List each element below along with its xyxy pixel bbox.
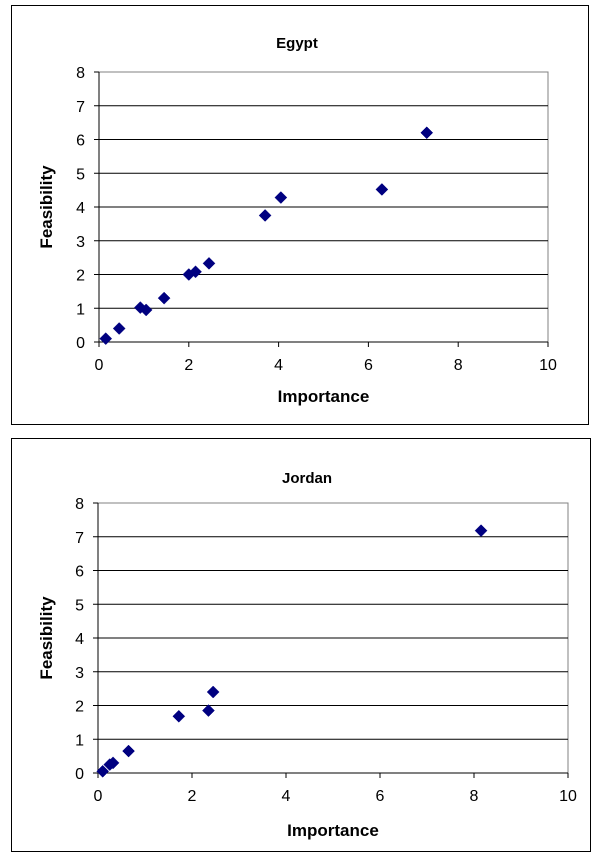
y-axis-label: Feasibility <box>37 165 56 249</box>
data-point <box>157 291 171 305</box>
chart-title: Egypt <box>276 35 318 52</box>
x-axis-label: Importance <box>287 821 379 840</box>
y-tick-label: 6 <box>76 133 85 150</box>
chart-title: Jordan <box>282 470 332 487</box>
y-tick-label: 5 <box>76 166 85 183</box>
x-tick-label: 10 <box>539 357 557 374</box>
y-tick-label: 7 <box>76 99 85 116</box>
y-tick-label: 4 <box>76 200 85 217</box>
data-point <box>206 685 220 699</box>
x-axis-label: Importance <box>278 387 370 406</box>
y-axis-label: Feasibility <box>37 596 56 680</box>
jordan-chart-svg: 0 1 2 3 4 5 6 7 8 0 2 4 6 8 10 Jordan Importance Feasibil… <box>37 470 577 840</box>
x-tick-label: 6 <box>376 788 385 805</box>
data-point <box>122 744 135 758</box>
x-tick-label: 8 <box>470 788 479 805</box>
y-tick-label: 3 <box>76 234 85 251</box>
data-point <box>375 183 389 196</box>
y-tick-label: 7 <box>75 530 84 547</box>
x-tick-label: 4 <box>274 357 283 374</box>
x-tick-label: 2 <box>184 357 193 374</box>
data-point <box>189 265 202 279</box>
x-tick-label: 8 <box>454 357 463 374</box>
y-tick-label: 4 <box>75 631 84 648</box>
x-tick-label: 2 <box>188 788 197 805</box>
y-tick-label: 2 <box>76 268 85 285</box>
y-tick-label: 5 <box>75 597 84 614</box>
data-point <box>106 756 120 770</box>
x-tick-label: 4 <box>282 788 291 805</box>
x-tick-label: 0 <box>94 788 103 805</box>
data-point <box>202 704 215 717</box>
data-point <box>172 709 186 723</box>
y-tick-label: 0 <box>75 766 84 783</box>
x-tick-label: 10 <box>559 788 577 805</box>
x-tick-label: 6 <box>364 357 373 374</box>
x-tick-label: 0 <box>95 357 104 374</box>
y-tick-label: 1 <box>76 301 85 318</box>
data-point <box>112 322 126 335</box>
jordan-chart: 0 1 2 3 4 5 6 7 8 0 2 4 6 8 10 Jordan Importance Feasibil… <box>11 438 591 852</box>
data-point <box>202 257 216 270</box>
data-point <box>274 191 288 204</box>
y-tick-label: 3 <box>75 665 84 682</box>
data-point <box>420 126 434 140</box>
y-tick-label: 1 <box>75 732 84 749</box>
data-point <box>474 524 488 538</box>
y-tick-label: 8 <box>76 65 85 82</box>
data-point <box>96 764 110 778</box>
y-tick-label: 2 <box>75 699 84 716</box>
data-point <box>139 303 153 317</box>
egypt-chart-svg: 0 1 2 3 4 5 6 7 8 0 2 4 6 8 10 Egypt Importance Feasibili… <box>37 35 557 406</box>
egypt-chart: 0 1 2 3 4 5 6 7 8 0 2 4 6 8 10 Egypt Importance Feasibili… <box>11 5 589 425</box>
data-point <box>99 332 113 345</box>
y-tick-label: 0 <box>76 335 85 352</box>
data-point <box>258 209 272 222</box>
y-tick-label: 8 <box>75 496 84 513</box>
y-tick-label: 6 <box>75 564 84 581</box>
